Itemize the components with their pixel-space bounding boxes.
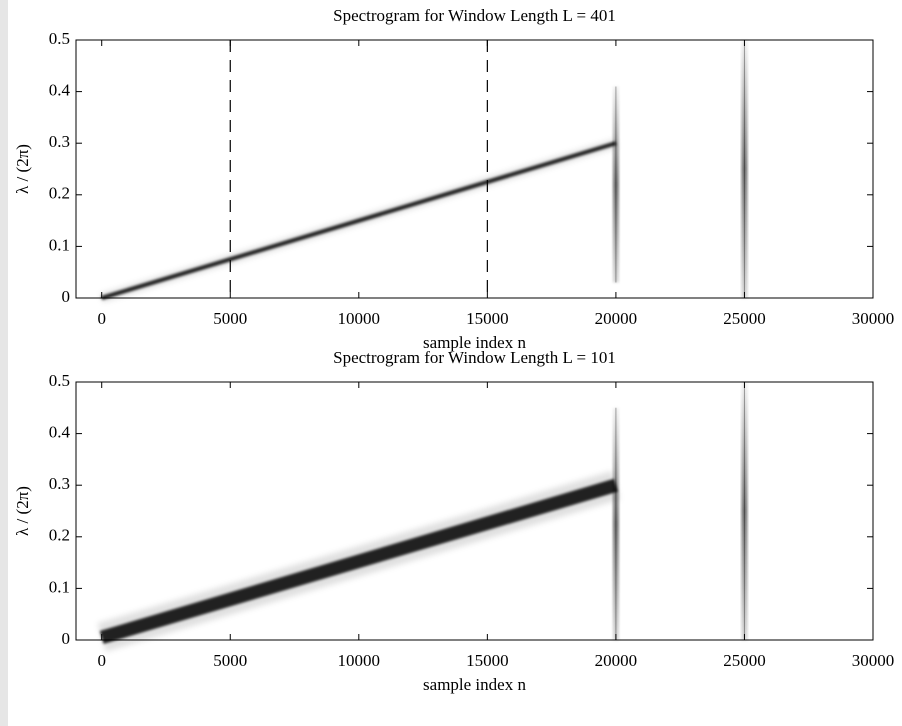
y-tick-label: 0.5 [49,371,70,390]
x-axis-label: sample index n [423,675,526,694]
transient [741,382,748,640]
y-tick-label: 0.3 [49,132,70,151]
x-tick-label: 15000 [466,651,509,670]
x-tick-label: 0 [97,651,106,670]
y-tick-label: 0.4 [49,423,71,442]
spectrogram-image [100,40,873,303]
y-axis-label: λ / (2π) [13,144,32,194]
y-tick-label: 0.5 [49,29,70,48]
ridge [99,478,618,644]
x-tick-label: 20000 [595,309,638,328]
x-tick-label: 10000 [338,309,381,328]
chart-title: Spectrogram for Window Length L = 101 [333,348,616,367]
plot-frame [75,381,874,641]
x-tick-label: 25000 [723,309,766,328]
x-tick-label: 30000 [852,651,895,670]
transient [612,86,619,283]
ridge [101,141,617,300]
spectrogram-image [97,382,873,652]
y-tick-label: 0.4 [49,81,71,100]
chart-title: Spectrogram for Window Length L = 401 [333,6,616,25]
x-tick-label: 15000 [466,309,509,328]
transient [741,40,748,298]
x-tick-label: 5000 [213,309,247,328]
y-tick-label: 0 [62,629,71,648]
x-tick-label: 25000 [723,651,766,670]
plot-area [76,40,873,298]
y-tick-label: 0 [62,287,71,306]
y-tick-label: 0.1 [49,235,70,254]
y-tick-label: 0.1 [49,577,70,596]
plot-frame [75,39,874,299]
y-tick-label: 0.2 [49,526,70,545]
transient [612,407,619,640]
x-axis-label: sample index n [423,333,526,352]
y-tick-label: 0.3 [49,474,70,493]
x-tick-label: 0 [97,309,106,328]
x-tick-label: 5000 [213,651,247,670]
x-tick-label: 10000 [338,651,381,670]
side-strip [0,0,8,726]
y-axis-label: λ / (2π) [13,486,32,536]
x-tick-label: 30000 [852,309,895,328]
y-tick-label: 0.2 [49,184,70,203]
x-tick-label: 20000 [595,651,638,670]
